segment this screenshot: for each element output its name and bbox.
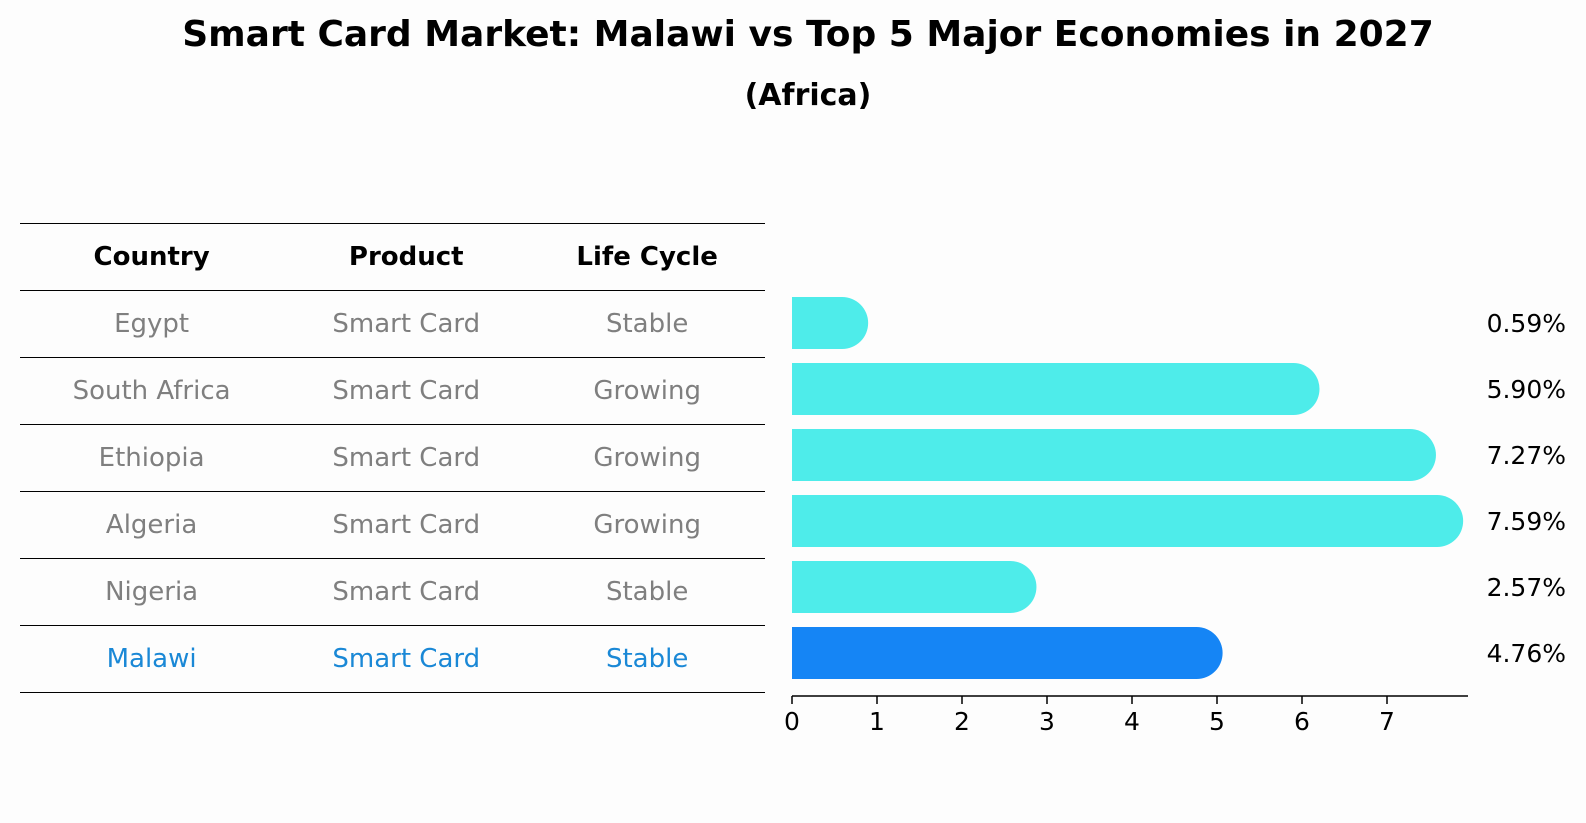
table-row: Nigeria Smart Card Stable [20, 558, 765, 626]
bar-south-africa [792, 363, 1320, 415]
bar-nigeria [792, 561, 1037, 613]
cell-life-cycle: Stable [529, 625, 765, 693]
cell-product: Smart Card [283, 290, 530, 358]
cell-life-cycle: Growing [529, 424, 765, 492]
bar-ethiopia [792, 429, 1436, 481]
cell-country: Egypt [20, 290, 284, 358]
cell-product: Smart Card [283, 625, 530, 693]
data-table: Country Product Life Cycle Egypt Smart C… [20, 223, 765, 693]
data-label: 4.76% [1487, 639, 1566, 668]
table-row-highlight: Malawi Smart Card Stable [20, 625, 765, 693]
table-header-row: Country Product Life Cycle [20, 223, 765, 291]
cell-country: South Africa [20, 357, 284, 425]
cell-product: Smart Card [283, 558, 530, 626]
chart-title: Smart Card Market: Malawi vs Top 5 Major… [182, 14, 1434, 55]
data-label: 7.59% [1487, 507, 1566, 536]
x-tick-label: 5 [1209, 707, 1225, 736]
cell-life-cycle: Growing [529, 491, 765, 559]
table-row: Algeria Smart Card Growing [20, 491, 765, 559]
x-tick-label: 2 [954, 707, 970, 736]
data-label: 7.27% [1487, 441, 1566, 470]
header-life-cycle: Life Cycle [529, 223, 765, 291]
x-tick-label: 4 [1124, 707, 1140, 736]
cell-product: Smart Card [283, 424, 530, 492]
table-row: Ethiopia Smart Card Growing [20, 424, 765, 492]
cell-life-cycle: Growing [529, 357, 765, 425]
table-row: South Africa Smart Card Growing [20, 357, 765, 425]
header-product: Product [283, 223, 530, 291]
chart-subtitle: (Africa) [744, 78, 872, 113]
cell-country: Ethiopia [20, 424, 284, 492]
x-tick-label: 6 [1294, 707, 1310, 736]
cell-life-cycle: Stable [529, 558, 765, 626]
x-tick-label: 0 [784, 707, 800, 736]
x-tick-label: 3 [1039, 707, 1055, 736]
cell-life-cycle: Stable [529, 290, 765, 358]
data-label: 0.59% [1487, 309, 1566, 338]
bar-egypt [792, 297, 869, 349]
data-label: 5.90% [1487, 375, 1566, 404]
cell-country: Algeria [20, 491, 284, 559]
x-tick-label: 7 [1379, 707, 1395, 736]
data-label: 2.57% [1487, 573, 1566, 602]
cell-country: Malawi [20, 625, 284, 693]
bar-malawi [792, 627, 1223, 679]
cell-product: Smart Card [283, 357, 530, 425]
bar-algeria [792, 495, 1464, 547]
cell-product: Smart Card [283, 491, 530, 559]
table-row: Egypt Smart Card Stable [20, 290, 765, 358]
header-country: Country [20, 223, 284, 291]
cell-country: Nigeria [20, 558, 284, 626]
x-tick-label: 1 [869, 707, 885, 736]
